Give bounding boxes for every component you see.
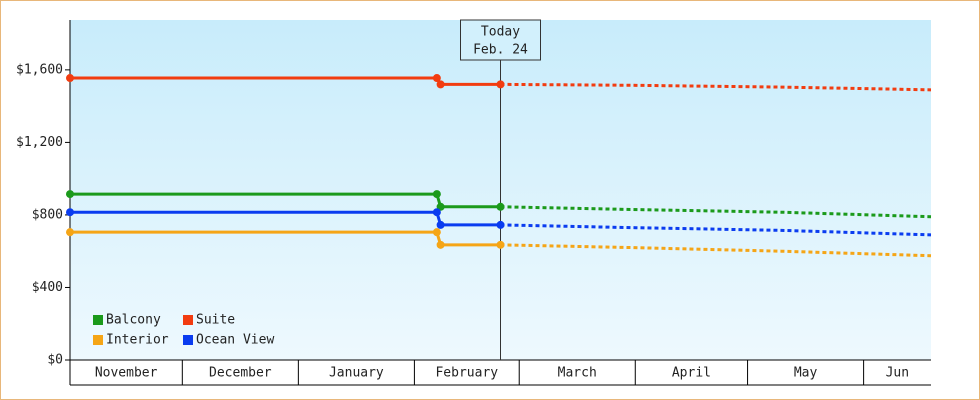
point	[66, 190, 74, 199]
forecast-line	[500, 223, 932, 237]
point	[436, 240, 445, 249]
y-tick-label: $800	[32, 207, 63, 222]
y-tick-label: $1,600	[16, 62, 63, 77]
legend-swatch	[183, 315, 193, 325]
forecast-line	[500, 205, 932, 219]
point	[436, 80, 445, 89]
legend-label: Balcony	[106, 313, 161, 328]
point	[432, 208, 441, 217]
point	[432, 228, 441, 237]
today-label: Feb. 24	[473, 43, 528, 58]
x-tick-label: February	[435, 366, 498, 381]
y-tick-label: $0	[47, 353, 63, 368]
point	[496, 80, 505, 89]
point	[496, 240, 505, 249]
x-tick-label: December	[209, 366, 272, 381]
x-tick-label: March	[558, 366, 597, 381]
forecast-line	[500, 82, 932, 92]
x-tick-label: November	[95, 366, 158, 381]
x-tick-label: Jun	[886, 366, 909, 381]
point	[496, 202, 505, 211]
point	[66, 74, 74, 83]
today-label: Today	[481, 25, 520, 40]
legend-swatch	[93, 335, 103, 345]
series-line	[70, 210, 501, 227]
y-tick-label: $400	[32, 280, 63, 295]
today-box	[460, 19, 541, 61]
legend-swatch	[93, 315, 103, 325]
point	[432, 74, 441, 83]
point	[66, 208, 74, 217]
point	[436, 220, 445, 229]
forecast-line	[500, 243, 932, 258]
x-tick-label: May	[794, 366, 818, 381]
point	[496, 220, 505, 229]
legend-label: Suite	[196, 313, 235, 328]
series-line	[70, 230, 501, 247]
series-line	[70, 192, 501, 209]
legend-label: Interior	[106, 333, 169, 348]
x-tick-label: April	[672, 366, 711, 381]
legend-label: Ocean View	[196, 333, 274, 348]
point	[432, 190, 441, 199]
x-tick-label: January	[329, 366, 384, 381]
legend-swatch	[183, 335, 193, 345]
y-tick-label: $1,200	[16, 135, 63, 150]
point	[66, 228, 74, 237]
